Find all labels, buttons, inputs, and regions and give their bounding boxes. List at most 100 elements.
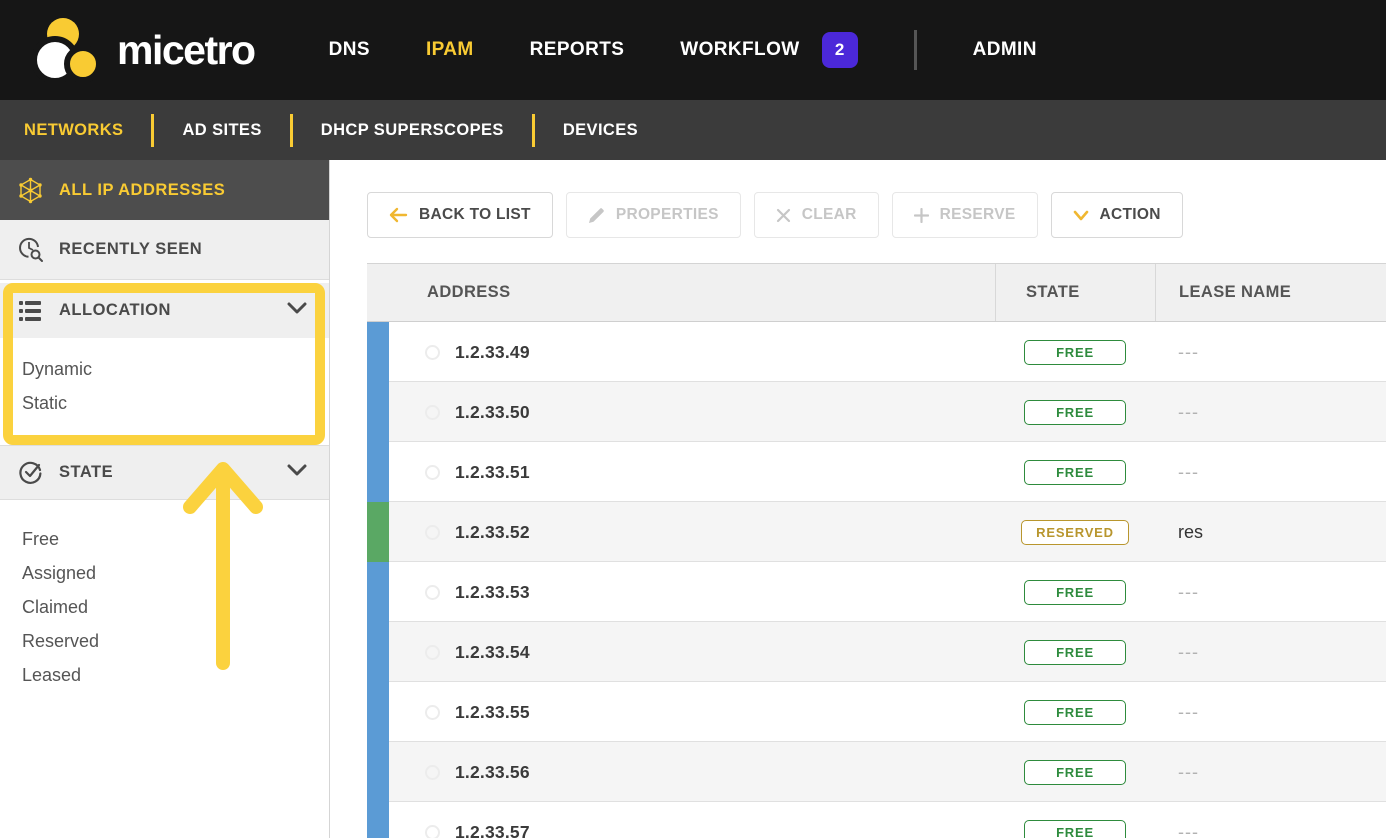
button-label: PROPERTIES [615, 206, 719, 223]
ip-address: 1.2.33.51 [455, 461, 530, 482]
row-strip [367, 742, 389, 802]
row-select-radio[interactable] [425, 704, 440, 720]
sub-nav-divider [531, 113, 535, 147]
top-nav-item-admin[interactable]: ADMIN [972, 39, 1037, 60]
ip-address: 1.2.33.55 [455, 701, 530, 722]
row-strip [367, 562, 389, 622]
workflow-label[interactable]: WORKFLOW [680, 39, 800, 60]
row-select-radio[interactable] [425, 584, 440, 600]
button-label: CLEAR [801, 206, 857, 223]
row-select-radio[interactable] [425, 404, 440, 420]
sidebar-spacer [0, 280, 329, 283]
state-badge: FREE [1024, 579, 1126, 605]
row-select-radio[interactable] [425, 524, 440, 540]
back-to-list-button[interactable]: BACK TO LIST [367, 192, 553, 238]
state-badge: FREE [1024, 819, 1126, 838]
row-select-radio[interactable] [425, 764, 440, 780]
column-header-address[interactable]: ADDRESS [427, 283, 511, 301]
toolbar: BACK TO LIST PROPERTIES CLEAR [367, 192, 1386, 238]
state-badge: FREE [1024, 459, 1126, 485]
chevron-down-icon [287, 464, 307, 482]
top-nav-item-dns[interactable]: DNS [328, 39, 370, 60]
sidebar-filter-state[interactable]: STATE [0, 445, 329, 500]
page-body: ALL IP ADDRESSES RECENTLY SEEN [0, 160, 1386, 838]
ip-address: 1.2.33.53 [455, 581, 530, 602]
action-button[interactable]: ACTION [1050, 192, 1183, 238]
table-row[interactable]: 1.2.33.56 FREE --- [367, 742, 1386, 802]
filter-option-static[interactable]: Static [22, 393, 68, 413]
column-header-lease-name[interactable]: LEASE NAME [1155, 264, 1386, 321]
table-row[interactable]: 1.2.33.53 FREE --- [367, 562, 1386, 622]
row-select-radio[interactable] [425, 644, 440, 660]
table-row[interactable]: 1.2.33.55 FREE --- [367, 682, 1386, 742]
row-strip [367, 802, 389, 838]
sidebar-filter-allocation[interactable]: ALLOCATION [0, 283, 329, 338]
row-strip [367, 442, 389, 502]
filter-option-claimed[interactable]: Claimed [22, 597, 89, 617]
reserve-button[interactable]: RESERVE [891, 192, 1038, 238]
check-circle-icon [16, 460, 44, 485]
lease-name: --- [1178, 761, 1199, 782]
lease-name: --- [1178, 701, 1199, 722]
filter-option-dynamic[interactable]: Dynamic [22, 359, 93, 379]
logo-text: micetro [117, 26, 256, 73]
ip-address: 1.2.33.52 [455, 521, 530, 542]
column-header-state[interactable]: STATE [995, 264, 1155, 321]
state-badge: FREE [1024, 699, 1126, 725]
lease-name: --- [1178, 461, 1199, 482]
sub-nav-item-dhcp-superscopes[interactable]: DHCP SUPERSCOPES [320, 120, 504, 139]
table-body: 1.2.33.49 FREE --- 1.2.33.50 FREE --- 1.… [367, 322, 1386, 838]
sub-nav-item-devices[interactable]: DEVICES [562, 120, 639, 139]
table-row[interactable]: 1.2.33.49 FREE --- [367, 322, 1386, 382]
top-nav-item-ipam[interactable]: IPAM [425, 39, 474, 60]
button-label: ACTION [1099, 206, 1161, 223]
sub-nav-bar: NETWORKS AD SITES DHCP SUPERSCOPES DEVIC… [0, 100, 1386, 160]
plus-icon [913, 207, 929, 223]
state-options: Free Assigned Claimed Reserved Leased [0, 500, 329, 712]
table-row[interactable]: 1.2.33.50 FREE --- [367, 382, 1386, 442]
ip-address: 1.2.33.56 [455, 761, 530, 782]
table-row[interactable]: 1.2.33.51 FREE --- [367, 442, 1386, 502]
pencil-icon [588, 207, 604, 223]
top-nav-item-reports[interactable]: REPORTS [529, 39, 625, 60]
filter-label: ALLOCATION [59, 301, 171, 319]
filter-option-leased[interactable]: Leased [22, 665, 82, 685]
sidebar: ALL IP ADDRESSES RECENTLY SEEN [0, 160, 330, 838]
row-select-radio[interactable] [425, 824, 440, 838]
row-select-radio[interactable] [425, 344, 440, 360]
ip-address-table: ADDRESS STATE LEASE NAME 1.2.33.49 FREE … [367, 263, 1386, 838]
sub-nav-divider [289, 113, 293, 147]
sidebar-item-all-ip-addresses[interactable]: ALL IP ADDRESSES [0, 160, 329, 220]
row-select-radio[interactable] [425, 464, 440, 480]
top-nav-divider [913, 30, 917, 70]
clear-button[interactable]: CLEAR [753, 192, 879, 238]
top-nav-item-workflow[interactable]: WORKFLOW 2 [680, 32, 858, 68]
sub-nav-item-ad-sites[interactable]: AD SITES [182, 120, 262, 139]
allocation-options: Dynamic Static [0, 338, 329, 445]
table-row[interactable]: 1.2.33.54 FREE --- [367, 622, 1386, 682]
top-nav-bar: micetro DNS IPAM REPORTS WORKFLOW 2 ADMI… [0, 0, 1386, 100]
table-row[interactable]: 1.2.33.52 RESERVED res [367, 502, 1386, 562]
table-row[interactable]: 1.2.33.57 FREE --- [367, 802, 1386, 838]
ip-address: 1.2.33.54 [455, 641, 530, 662]
properties-button[interactable]: PROPERTIES [565, 192, 741, 238]
state-badge: FREE [1024, 759, 1126, 785]
sidebar-item-recently-seen[interactable]: RECENTLY SEEN [0, 220, 329, 280]
filter-option-assigned[interactable]: Assigned [22, 563, 97, 583]
filter-option-reserved[interactable]: Reserved [22, 631, 100, 651]
table-header: ADDRESS STATE LEASE NAME [367, 263, 1386, 322]
micetro-logo[interactable]: micetro [33, 12, 256, 88]
button-label: RESERVE [939, 206, 1016, 223]
x-icon [776, 208, 790, 222]
clock-search-icon [16, 236, 44, 263]
top-nav: DNS IPAM REPORTS WORKFLOW 2 ADMIN [329, 30, 1037, 70]
state-badge: RESERVED [1021, 519, 1129, 545]
lease-name: res [1178, 521, 1204, 542]
sub-nav-item-networks[interactable]: NETWORKS [24, 120, 124, 139]
chevron-down-icon [1073, 210, 1088, 220]
state-badge: FREE [1024, 639, 1126, 665]
workflow-count-badge[interactable]: 2 [821, 32, 858, 68]
ip-address: 1.2.33.50 [455, 401, 530, 422]
row-strip [367, 382, 389, 442]
filter-option-free[interactable]: Free [22, 529, 60, 549]
